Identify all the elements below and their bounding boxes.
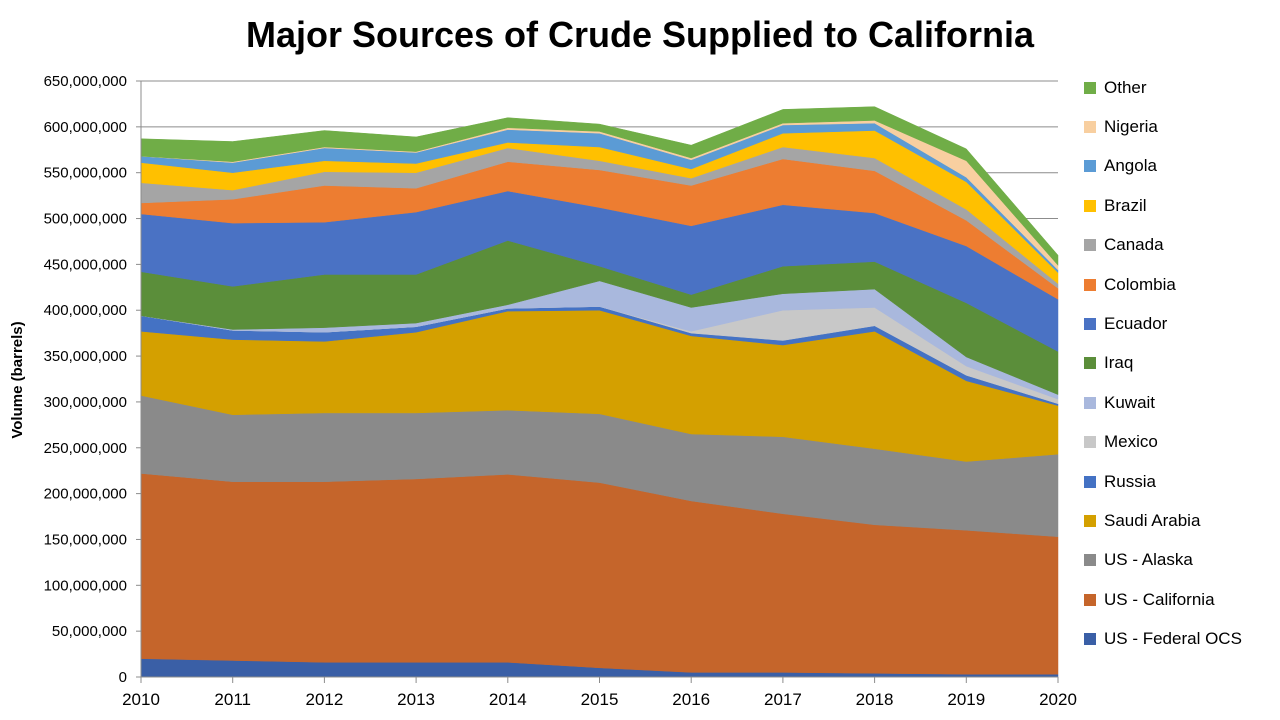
legend-item-mexico: Mexico [1084, 423, 1274, 462]
chart-title: Major Sources of Crude Supplied to Calif… [245, 14, 1035, 55]
area-other [140, 106, 1059, 266]
legend: Other Nigeria Angola Brazil Canada Colombia Ec… [1084, 68, 1274, 659]
legend-swatch [1084, 318, 1096, 331]
x-tick-label: 2010 [122, 690, 160, 709]
y-tick-label: 650,000,000 [44, 73, 127, 90]
legend-item-iraq: Iraq [1084, 344, 1274, 383]
y-axis-label: Volume (barrels) [9, 321, 26, 438]
legend-item-colombia: Colombia [1084, 265, 1274, 304]
y-tick-label: 50,000,000 [52, 623, 127, 640]
legend-label: US - Federal OCS [1104, 629, 1242, 649]
legend-label: Canada [1104, 235, 1164, 255]
legend-label: Colombia [1104, 274, 1176, 294]
legend-swatch [1084, 357, 1096, 370]
y-tick-label: 400,000,000 [44, 302, 127, 319]
legend-item-us-federal-ocs: US - Federal OCS [1084, 619, 1274, 658]
x-tick-label: 2016 [672, 690, 710, 709]
legend-label: Angola [1104, 156, 1157, 176]
legend-swatch [1084, 633, 1096, 646]
y-tick-label: 150,000,000 [44, 531, 127, 548]
y-tick-label: 550,000,000 [44, 165, 127, 182]
legend-swatch [1084, 121, 1096, 134]
legend-label: Nigeria [1104, 117, 1158, 137]
x-tick-label: 2018 [856, 690, 894, 709]
x-tick-label: 2013 [397, 690, 435, 709]
legend-swatch [1084, 239, 1096, 252]
y-tick-labels: 0 50,000,000 100,000,000 150,000,000 200,000… [44, 73, 127, 686]
y-tick-label: 250,000,000 [44, 440, 127, 457]
area-series-group [140, 106, 1059, 678]
legend-label: Mexico [1104, 432, 1158, 452]
y-tick-label: 0 [119, 669, 127, 686]
legend-item-nigeria: Nigeria [1084, 107, 1274, 146]
legend-label: US - Alaska [1104, 550, 1193, 570]
legend-swatch [1084, 199, 1096, 212]
y-tick-label: 300,000,000 [44, 394, 127, 411]
x-tick-label: 2011 [214, 690, 251, 709]
legend-item-saudi-arabia: Saudi Arabia [1084, 501, 1274, 540]
legend-item-brazil: Brazil [1084, 186, 1274, 225]
y-tick-label: 200,000,000 [44, 486, 127, 503]
x-tick-label: 2020 [1039, 690, 1077, 709]
legend-swatch [1084, 475, 1096, 488]
legend-label: Saudi Arabia [1104, 510, 1201, 530]
legend-item-us-california: US - California [1084, 580, 1274, 619]
x-tick-label: 2014 [489, 690, 527, 709]
y-tick-label: 450,000,000 [44, 256, 127, 273]
legend-label: Kuwait [1104, 392, 1156, 412]
legend-swatch [1084, 396, 1096, 409]
x-tick-label: 2019 [947, 690, 985, 709]
legend-item-russia: Russia [1084, 462, 1274, 501]
legend-label: Ecuador [1104, 314, 1168, 334]
legend-item-other: Other [1084, 68, 1274, 107]
legend-swatch [1084, 554, 1096, 567]
legend-swatch [1084, 436, 1096, 449]
legend-label: Other [1104, 77, 1147, 97]
legend-swatch [1084, 514, 1096, 527]
legend-swatch [1084, 160, 1096, 173]
legend-label: US - California [1104, 589, 1215, 609]
legend-label: Brazil [1104, 195, 1147, 215]
legend-label: Russia [1104, 471, 1156, 491]
legend-swatch [1084, 278, 1096, 291]
y-tick-label: 350,000,000 [44, 348, 127, 365]
legend-swatch [1084, 593, 1096, 606]
legend-label: Iraq [1104, 353, 1134, 373]
axes [136, 80, 1059, 683]
y-tick-label: 600,000,000 [44, 119, 127, 136]
legend-item-angola: Angola [1084, 147, 1274, 186]
legend-item-canada: Canada [1084, 226, 1274, 265]
legend-item-kuwait: Kuwait [1084, 383, 1274, 422]
legend-swatch [1084, 81, 1096, 94]
legend-item-ecuador: Ecuador [1084, 304, 1274, 343]
legend-item-us-alaska: US - Alaska [1084, 541, 1274, 580]
x-tick-labels: 2010 2011 2012 2013 2014 2015 2016 2017 2018 2019… [122, 690, 1077, 709]
x-tick-label: 2017 [764, 690, 802, 709]
x-tick-label: 2015 [581, 690, 619, 709]
x-tick-label: 2012 [305, 690, 343, 709]
y-tick-label: 500,000,000 [44, 211, 127, 228]
y-tick-label: 100,000,000 [44, 577, 127, 594]
